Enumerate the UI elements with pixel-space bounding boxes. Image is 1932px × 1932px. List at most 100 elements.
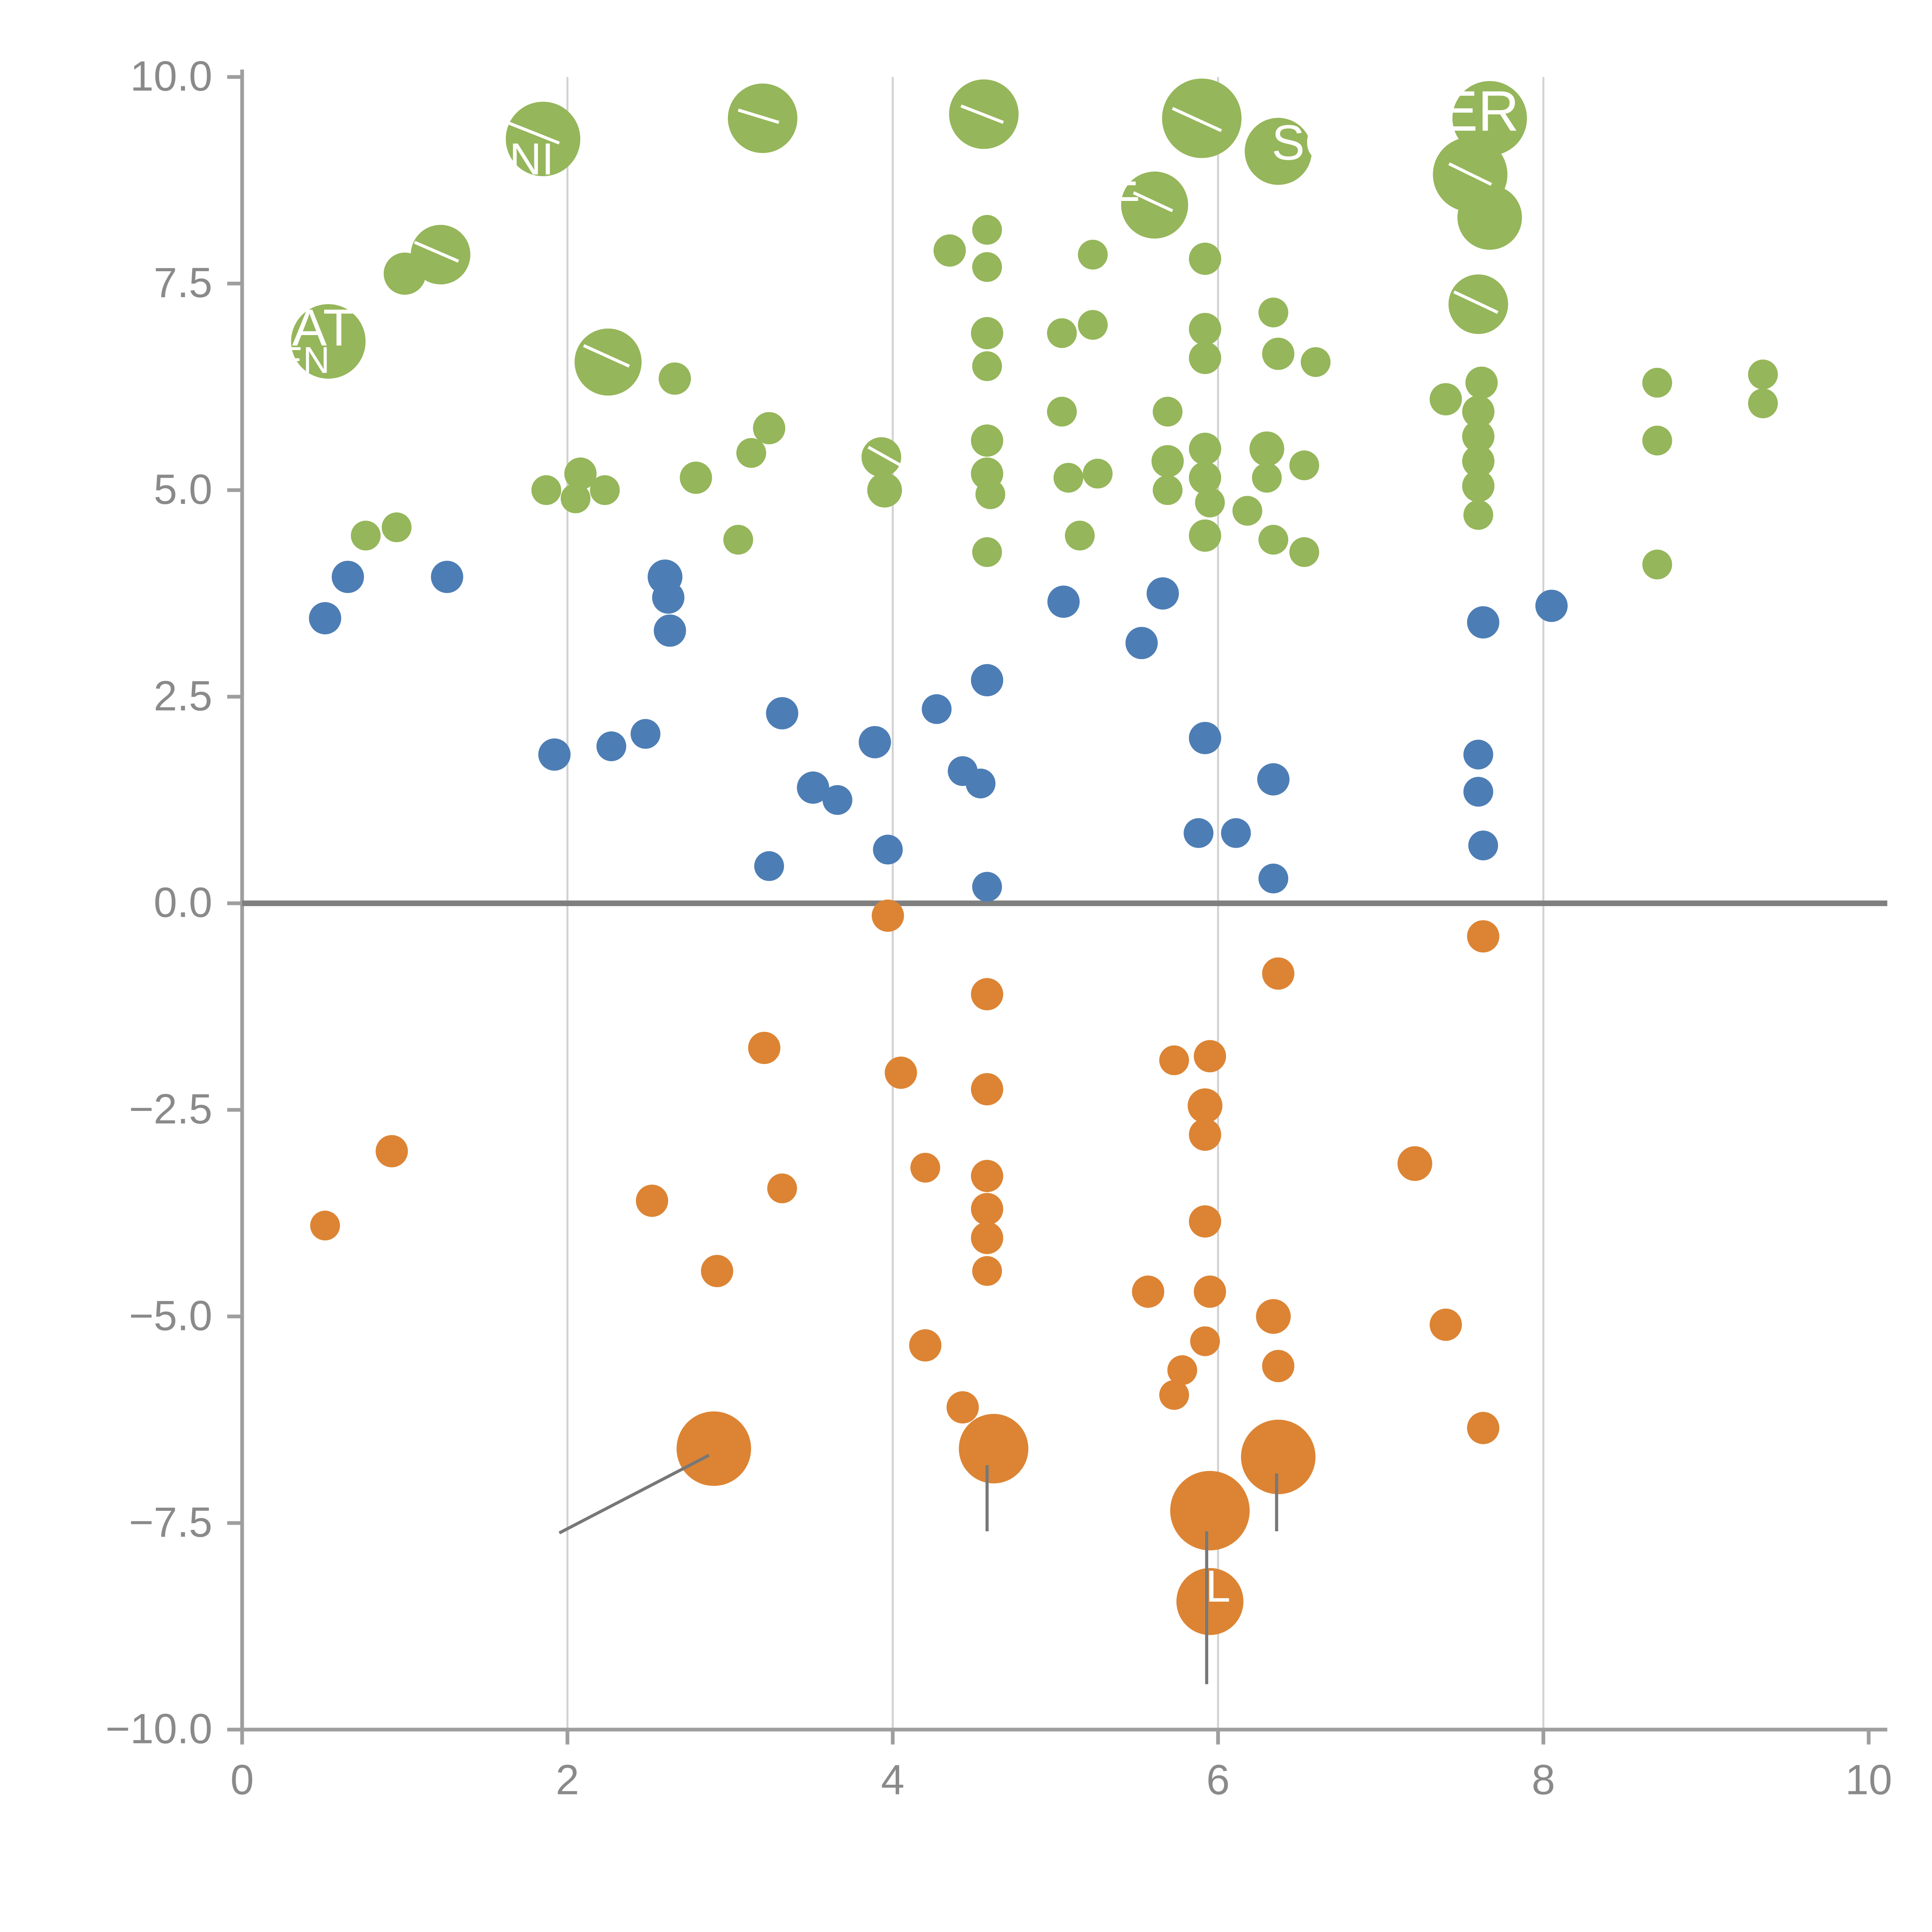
data-point-orange-group [946,1391,979,1423]
data-point-green-group [1078,310,1108,340]
data-point-blue-group [653,614,686,647]
data-point-orange-group [1176,1568,1244,1635]
data-point-orange-group [1241,1420,1316,1494]
data-point-orange-group [1170,1471,1250,1551]
data-point-orange-group [972,1256,1002,1286]
data-point-blue-group [1125,627,1158,659]
leader-line [960,104,1004,124]
data-point-orange-group [971,1222,1003,1254]
data-point-green-group [680,461,712,494]
data-point-blue-group [1221,818,1251,848]
data-point-green-group [971,317,1003,349]
data-point-blue-group [652,581,685,614]
data-point-blue-group [972,872,1002,902]
bubble-label-so: SO [1272,115,1344,170]
data-point-green-group [1047,318,1077,348]
data-point-green-group [972,537,1002,567]
data-point-green-group [1258,298,1288,328]
data-point-blue-group [1468,830,1498,861]
data-point-green-group [1748,359,1778,389]
data-point-green-group [1258,525,1288,555]
bubble-label-jat: JAT [266,298,355,357]
tick-labels: 10.0 7.5 5.0 2.5 0.0 −2.5 −5.0 −7.5 −10.0 0 2 4 6 8 10 [105,53,1892,1804]
data-point-blue-group [859,726,891,759]
y-tick-label: −10.0 [105,1706,212,1753]
data-point-orange-group [1159,1045,1189,1075]
data-point-green-group [1457,185,1522,250]
data-point-green-group [1078,240,1108,270]
x-tick-label: 6 [1206,1756,1230,1803]
data-point-green-group [861,437,901,477]
data-point-orange-group [1262,957,1294,990]
data-point-orange-group [959,1414,1029,1484]
data-point-orange-group [1429,1308,1462,1341]
data-point-green-group [1151,445,1184,478]
x-tick-label: 0 [230,1756,254,1803]
data-point-green-group [971,424,1003,457]
x-tick-label: 8 [1532,1756,1555,1803]
data-point-blue-group [1258,864,1288,894]
leader-line [1448,162,1492,186]
data-point-orange-group [971,1160,1003,1192]
data-point-orange-group [701,1255,733,1287]
data-point-green-group [560,483,591,514]
data-point-orange-group [1262,1350,1294,1383]
data-point-orange-group [1189,1205,1221,1238]
data-point-orange-group [1194,1276,1226,1308]
bubble-label-ter: TER [1405,79,1519,143]
bubble-label-l: L [1206,1561,1230,1611]
data-point-green-group [1252,463,1282,493]
data-point-orange-group [909,1329,942,1362]
data-points [291,78,1778,1635]
data-point-green-group [1465,366,1498,399]
axes [227,69,1888,1745]
data-point-green-group [1748,388,1778,418]
data-point-orange-group [1167,1355,1197,1385]
data-point-green-group [867,473,902,508]
data-point-green-group [1189,242,1221,275]
leader-lines [414,104,1499,1684]
data-point-orange-group [910,1153,940,1183]
data-point-blue-group [1189,722,1221,754]
leader-line [414,241,459,263]
data-point-green-group [1462,445,1495,478]
data-point-green-group [1189,461,1221,494]
data-point-green-group [1162,78,1242,158]
data-point-orange-group [1397,1146,1432,1181]
data-point-orange-group [971,1193,1003,1225]
data-point-blue-group [1463,777,1493,807]
data-point-green-group [1153,396,1183,427]
data-point-blue-group [596,731,626,761]
data-point-orange-group [1256,1299,1291,1334]
y-tick-label: 2.5 [154,672,213,719]
bubble-label-ni: NI [509,134,554,184]
data-point-green-group [1189,342,1221,374]
data-point-green-group [1083,459,1113,489]
y-tick-label: −5.0 [129,1292,213,1339]
data-point-orange-group [971,1073,1003,1105]
x-tick-label: 10 [1845,1756,1892,1803]
data-point-blue-group [1463,740,1493,770]
data-point-blue-group [822,785,852,815]
data-point-orange-group [1190,1326,1220,1356]
y-tick-label: 7.5 [154,259,213,306]
leader-line [1453,290,1499,314]
data-point-orange-group [676,1411,751,1486]
leader-line [1172,107,1222,132]
data-point-orange-group [636,1184,668,1217]
data-point-green-group [972,215,1002,245]
data-point-green-group [933,234,966,267]
data-point-blue-group [1257,763,1290,796]
y-tick-label: 0.0 [154,879,213,926]
data-point-green-group [590,475,620,505]
data-point-blue-group [797,771,829,804]
leader-line [507,121,560,145]
data-point-orange-group [310,1211,340,1241]
data-point-green-group [1249,431,1284,466]
data-point-orange-group [748,1032,781,1064]
data-point-blue-group [754,851,784,881]
data-point-green-group [383,252,426,295]
